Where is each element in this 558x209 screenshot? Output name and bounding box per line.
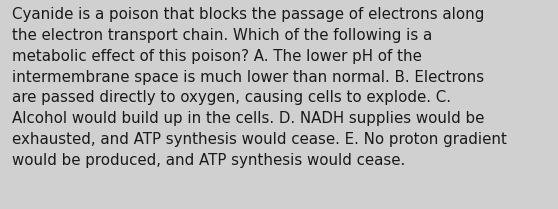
Text: Cyanide is a poison that blocks the passage of electrons along
the electron tran: Cyanide is a poison that blocks the pass… [12,7,507,168]
